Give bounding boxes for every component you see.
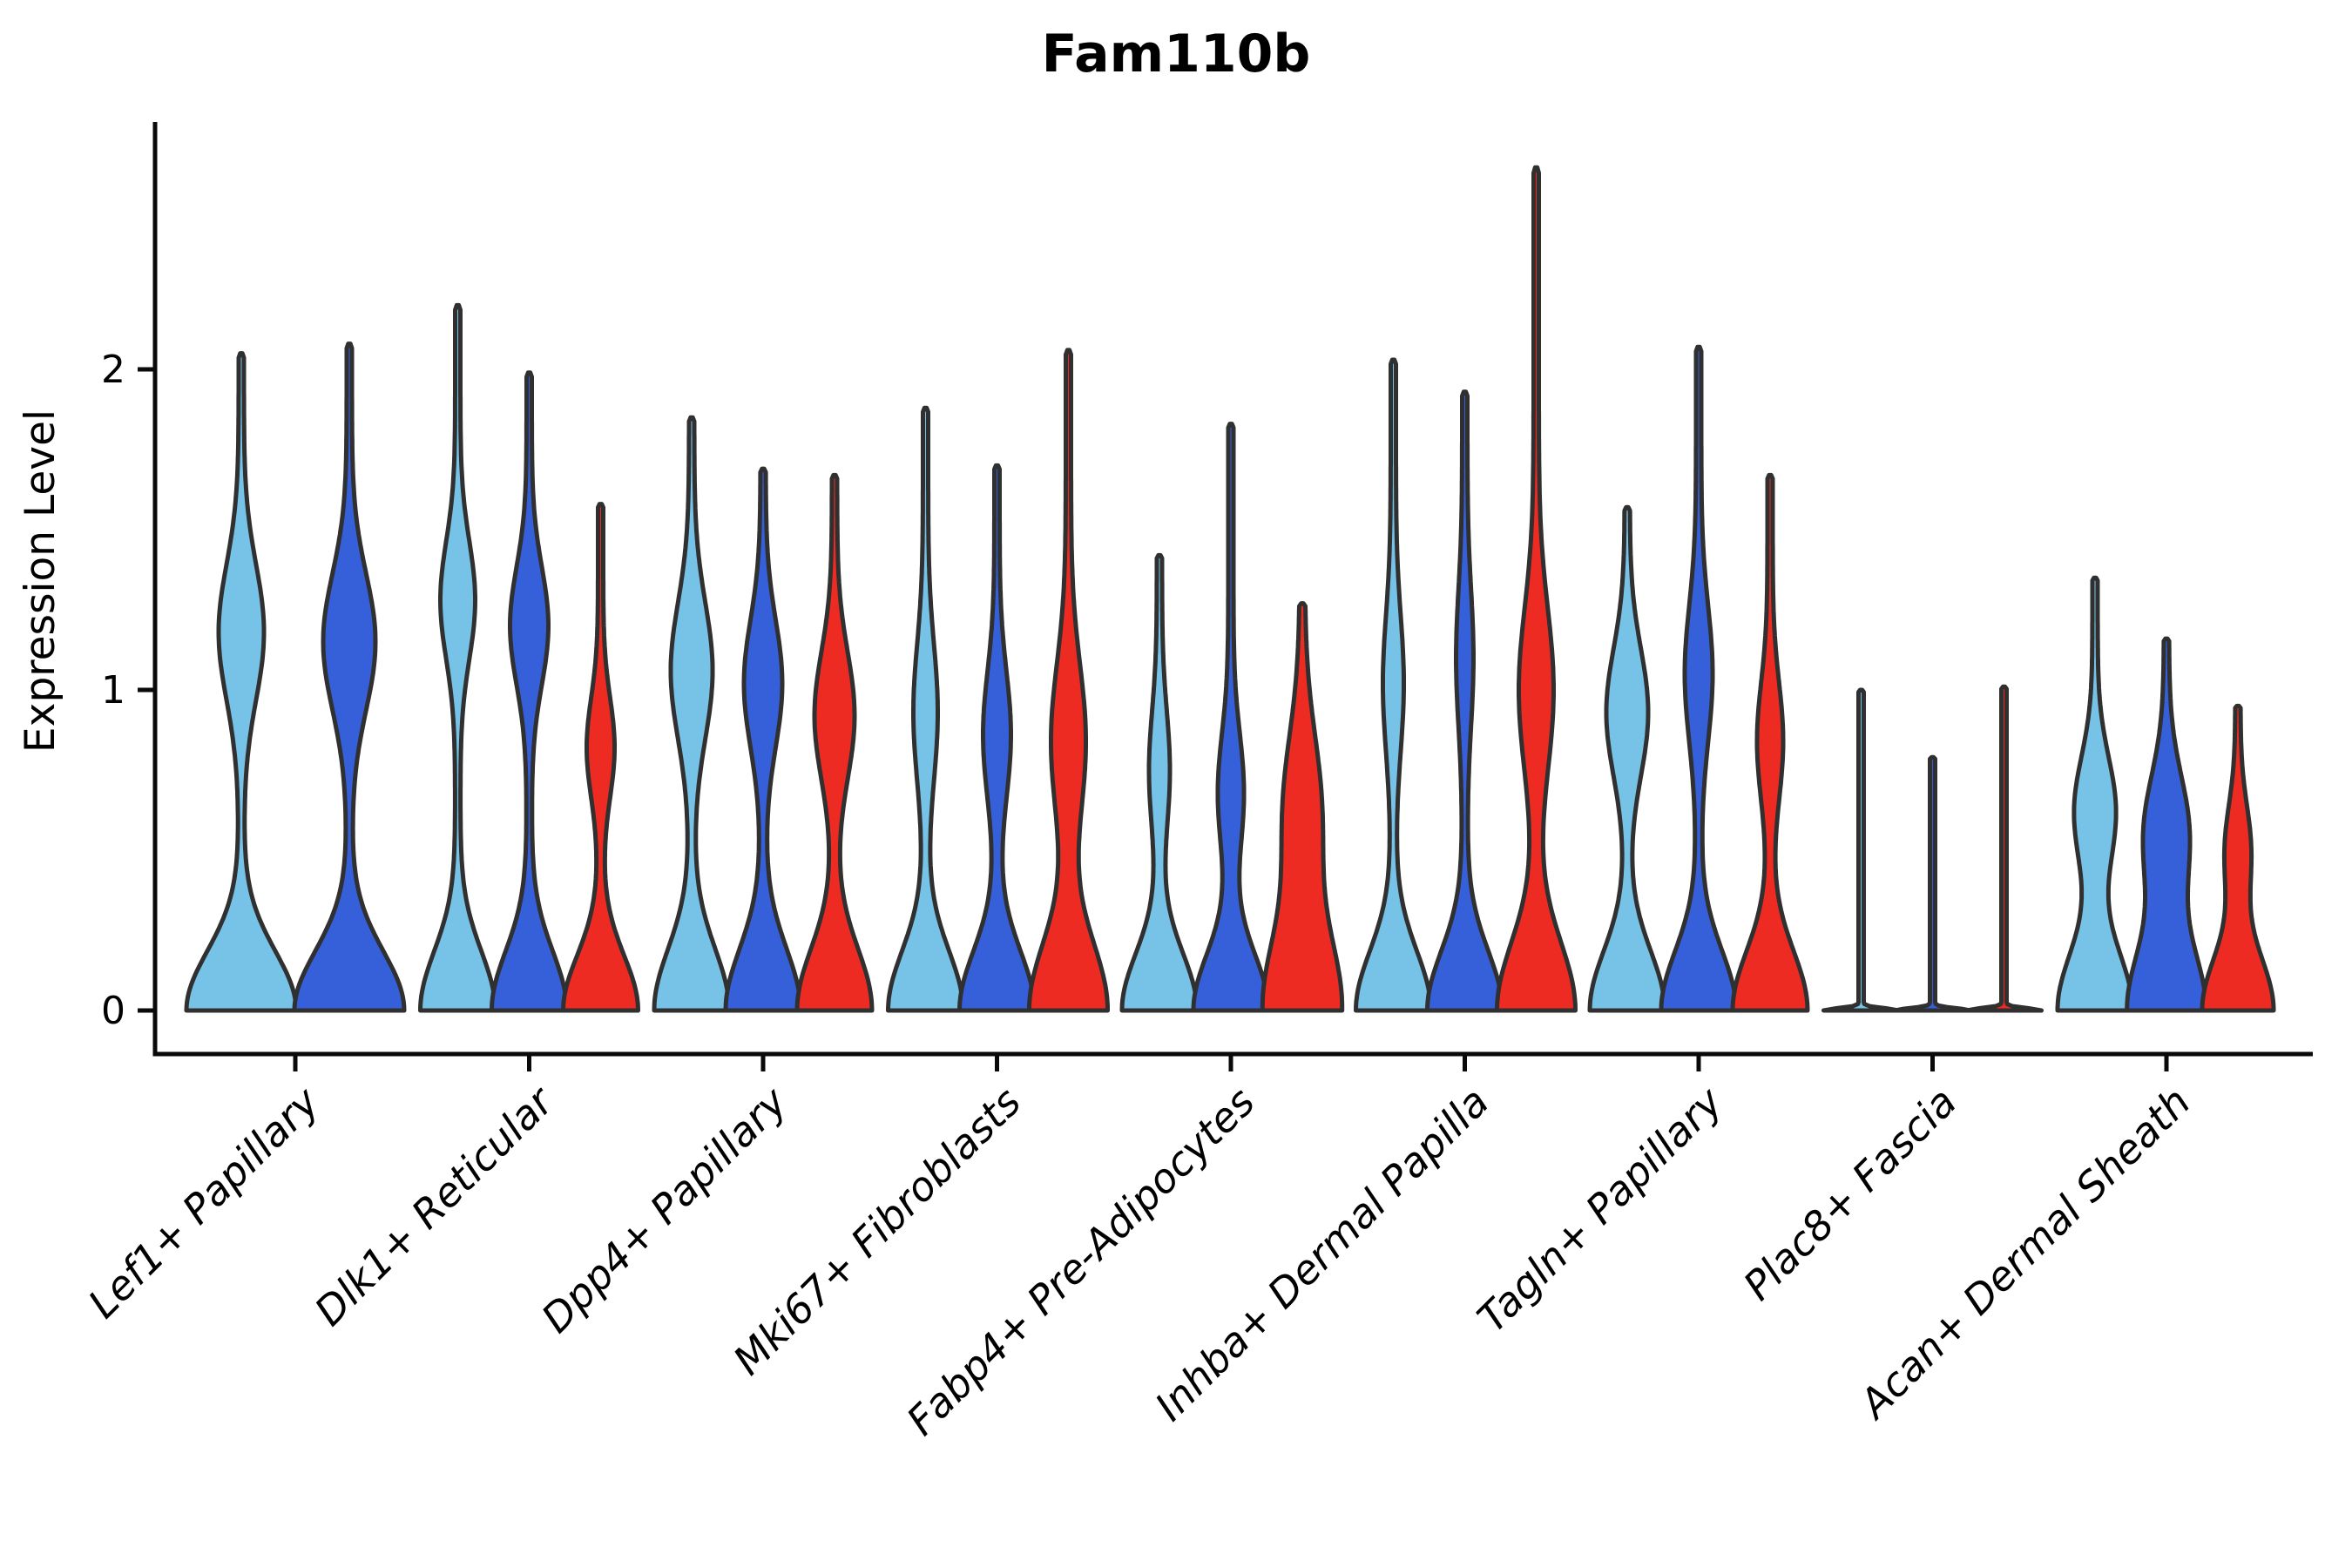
chart-title: Fam110b [1042, 24, 1311, 84]
x-tick-label-lef1-papillary: Lef1+ Papillary [79, 1078, 328, 1327]
violin-acan-dermal-sheath-light_blue [2055, 575, 2135, 1013]
violin-dlk1-reticular-dark_blue [490, 370, 569, 1013]
violin-inhba-dermal-papilla-red [1495, 165, 1578, 1013]
violin-tagln-papillary-light_blue [1587, 504, 1667, 1013]
violin-tagln-papillary-dark_blue [1659, 344, 1739, 1013]
violin-lef1-papillary-light_blue [184, 351, 299, 1013]
violin-mki67-fibroblasts-light_blue [886, 405, 965, 1013]
violin-acan-dermal-sheath-dark_blue [2125, 636, 2208, 1013]
y-tick-label-2: 2 [101, 348, 125, 392]
violin-inhba-dermal-papilla-dark_blue [1425, 389, 1504, 1013]
y-tick-label-0: 0 [101, 989, 125, 1033]
violin-dlk1-reticular-red [561, 502, 640, 1013]
violin-inhba-dermal-papilla-light_blue [1354, 357, 1433, 1013]
y-axis-label: Expression Level [17, 409, 64, 753]
violin-mki67-fibroblasts-dark_blue [957, 463, 1037, 1013]
violin-lef1-papillary-dark_blue [292, 341, 407, 1013]
violin-plac8-fascia-light_blue [1821, 687, 1901, 1013]
violin-fabp4-pre-adipocytes-light_blue [1119, 552, 1200, 1013]
violin-dpp4-papillary-red [794, 472, 875, 1013]
x-tick-label-dpp4-papillary: Dpp4+ Papillary [532, 1078, 796, 1342]
y-axis-ticks: 0 1 2 [101, 348, 155, 1033]
x-tick-label-dlk1-reticular: Dlk1+ Reticular [306, 1076, 564, 1335]
violin-mki67-fibroblasts-red [1027, 348, 1110, 1013]
violins-layer [184, 165, 2276, 1013]
violin-fabp4-pre-adipocytes-red [1260, 601, 1345, 1013]
violin-dpp4-papillary-dark_blue [723, 466, 803, 1013]
y-tick-label-1: 1 [101, 668, 125, 713]
violin-dpp4-papillary-light_blue [652, 415, 732, 1013]
violin-acan-dermal-sheath-red [2200, 703, 2276, 1013]
violin-fabp4-pre-adipocytes-dark_blue [1191, 422, 1271, 1013]
violin-dlk1-reticular-light_blue [418, 302, 497, 1013]
x-tick-label-tagln-papillary: Tagln+ Papillary [1468, 1078, 1732, 1342]
violin-plac8-fascia-red [1964, 684, 2044, 1013]
x-tick-label-plac8-fascia: Plac8+ Fascia [1734, 1078, 1965, 1309]
axis-spines [152, 122, 2313, 1057]
x-axis-ticks [293, 1054, 2169, 1071]
violin-tagln-papillary-red [1730, 472, 1810, 1013]
violin-plac8-fascia-dark_blue [1893, 754, 1972, 1013]
